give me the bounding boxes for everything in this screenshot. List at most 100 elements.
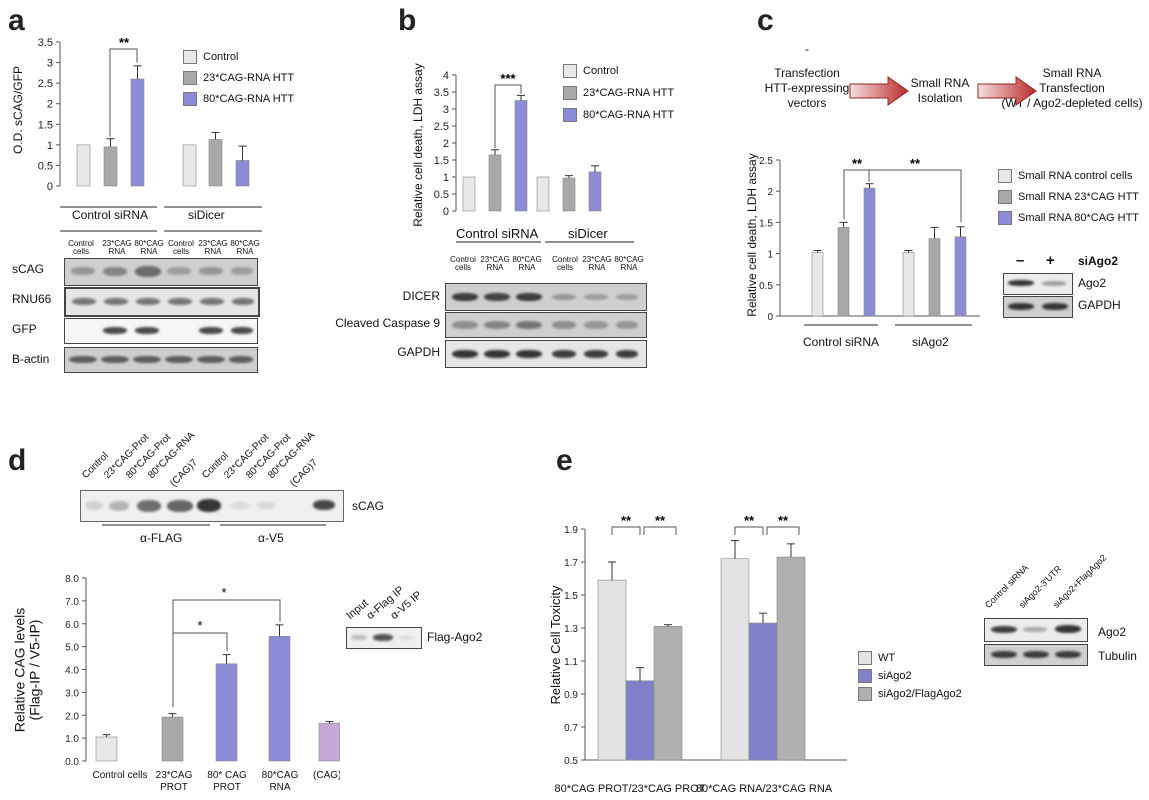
panel-label-c: c (757, 4, 774, 37)
blot-a-gfp (64, 318, 258, 344)
panel-c-dash: - (805, 42, 809, 56)
panel-label-b: b (398, 4, 417, 37)
blot-a-bactin (64, 347, 258, 373)
bar-e-2-0 (653, 626, 683, 761)
blot-label-e-ago2: Ago2 (1098, 625, 1127, 639)
y-tick-label: 7.0 (65, 597, 79, 608)
panel-e-chart: 0.5 0.7 0.9 1.1 1.3 1.5 1.7 1.9 Relative Cell To… (548, 513, 847, 795)
y-tick-label: 0 (443, 206, 449, 218)
legend-e-wt: WT (858, 651, 895, 665)
flow-arrow-1-icon (849, 76, 909, 106)
lane-a-6: 80*CAG RNA (230, 239, 260, 256)
y-tick-label: 1.5 (434, 155, 449, 167)
bar-c-0-1 (902, 252, 915, 317)
blot-label-e-tubulin: Tubulin (1098, 649, 1137, 663)
sig-bracket-c-1 (843, 169, 870, 220)
y-axis-label: Relative cell death, LDH assay (411, 63, 425, 226)
y-tick-label: 1.9 (564, 525, 578, 536)
blot-label-c-gapdh: GAPDH (1078, 298, 1121, 312)
group-label-c-siago2: siAgo2 (912, 335, 949, 349)
blot-a-rnu66 (64, 287, 260, 317)
lane-b-6: 80*CAG RNA (614, 255, 644, 272)
legend-b-control: Control (563, 64, 618, 78)
panel-label-d: d (8, 444, 27, 477)
panel-d-group-lines (102, 524, 326, 526)
y-tick-label: 4 (443, 70, 449, 82)
y-tick-label: 1.7 (564, 558, 578, 569)
flow-arrow-2-icon (977, 76, 1037, 106)
legend-b-23cag: 23*CAG-RNA HTT (563, 86, 674, 100)
legend-b-80cag: 80*CAG-RNA HTT (563, 108, 674, 122)
bar-b-0-0 (462, 176, 476, 212)
y-tick-label: 0 (47, 181, 53, 193)
y-tick-label: 0.0 (65, 757, 79, 768)
group-label-d-v5: α-V5 (258, 531, 284, 545)
y-tick-label: 3 (443, 104, 449, 116)
sig-bracket-e-4-label: ** (778, 513, 789, 528)
bar-b-1-0 (488, 154, 502, 212)
blot-c-plus: + (1046, 252, 1055, 269)
sig-bracket-b (494, 84, 522, 149)
blot-b-caspase (445, 312, 647, 338)
bar-c-2-0 (863, 187, 876, 317)
y-tick-label: 0.7 (564, 723, 578, 734)
y-axis-label: Relative Cell Toxicity (548, 585, 563, 704)
blot-label-d-scag: sCAG (352, 499, 385, 513)
y-tick-label: 6.0 (65, 620, 79, 631)
blot-c-gapdh (1003, 296, 1073, 318)
y-tick-label: 1.5 (38, 119, 53, 131)
sig-bracket-e-3 (734, 526, 764, 535)
y-tick-label: 1.5 (564, 591, 578, 602)
bar-e-0-0 (597, 579, 627, 761)
legend-a-80cag: 80*CAG-RNA HTT (183, 92, 294, 106)
bar-b-2-1 (588, 171, 602, 212)
sig-bracket-a (109, 48, 138, 137)
y-tick-label: 3.5 (38, 37, 53, 49)
flow-step-isolation: Small RNA Isolation (910, 76, 970, 105)
y-tick-label: 5.0 (65, 643, 79, 654)
bar-e-1-1 (748, 622, 778, 761)
sig-label-c-1: ** (852, 156, 863, 171)
bar-e-2-1 (776, 556, 806, 761)
lane-b-1: Control cells (450, 255, 476, 272)
y-axis-label: O.D. sCAG/GFP (11, 66, 25, 154)
y-tick-label: 0.5 (759, 281, 773, 292)
y-tick-label: 0 (767, 312, 773, 323)
y-tick-label: 1.1 (564, 657, 578, 668)
sig-bracket-e-4 (766, 526, 800, 535)
lane-b-2: 23*CAG RNA (480, 255, 510, 272)
x-tick-label-e-0: 80*CAG PROT/23*CAG PROT (555, 783, 706, 795)
y-tick-label: 0.5 (434, 189, 449, 201)
y-tick-label: 2.5 (434, 121, 449, 133)
y-tick-label: 3.5 (434, 87, 449, 99)
legend-a-control: Control (183, 50, 238, 64)
blot-label-b-caspase: Cleaved Caspase 9 (335, 316, 440, 330)
bar-c-0-0 (811, 252, 824, 317)
legend-e-flag: siAgo2/FlagAgo2 (858, 687, 962, 701)
flow-step-small-rna-transfection: Small RNA Transfection (WT / Ago2-deplet… (1001, 66, 1143, 110)
group-label-c-control-sirna: Control siRNA (803, 335, 880, 349)
blot-c-siago2-label: siAgo2 (1078, 254, 1119, 268)
blot-e-ago2 (984, 618, 1088, 642)
lane-a-1: Control cells (68, 239, 94, 256)
legend-a-23cag: 23*CAG-RNA HTT (183, 71, 294, 85)
legend-c-23cag: Small RNA 23*CAG HTT (998, 190, 1139, 204)
x-tick-label-e-1: 80*CAG RNA/23*CAG RNA (696, 783, 833, 795)
y-tick-label: 2.5 (759, 156, 773, 167)
bar-a-1-1 (208, 139, 223, 187)
blot-e-tubulin (984, 644, 1088, 666)
blot-label-a-rnu66: RNU66 (12, 292, 52, 306)
lane-a-5: 23*CAG RNA (198, 239, 228, 256)
blot-b-gapdh (445, 340, 647, 368)
y-tick-label: 1.5 (759, 218, 773, 229)
y-tick-label: 0.5 (564, 756, 578, 767)
blot-label-b-gapdh: GAPDH (397, 345, 440, 359)
flow-step-transfection: Transfection HTT-expressing vectors (764, 66, 850, 110)
y-tick-label: 3 (47, 58, 53, 70)
bar-b-0-1 (536, 176, 550, 212)
lane-a-3: 80*CAG RNA (134, 239, 164, 256)
bar-d-3 (268, 636, 291, 762)
y-tick-label: 3.0 (65, 688, 79, 699)
panel-label-a: a (8, 4, 25, 37)
x-tick-label-d-3: 80*CAG RNA (262, 770, 299, 793)
